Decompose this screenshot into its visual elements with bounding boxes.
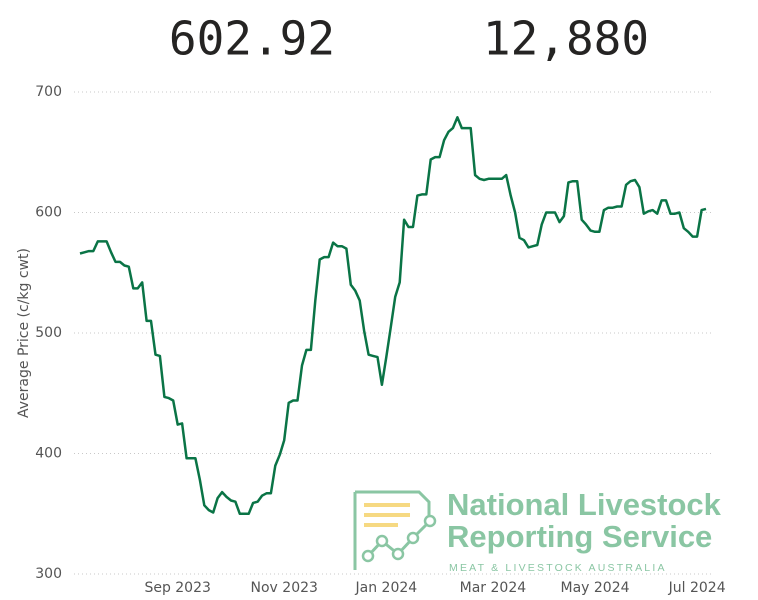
logo-icon (423, 514, 437, 528)
kpi-card: 602.92 (169, 12, 335, 66)
logo-icon (375, 534, 389, 548)
logo-icon (364, 503, 410, 507)
x-tick-label: Jan 2024 (355, 580, 418, 596)
y-axis-title: Average Price (c/kg cwt) (16, 248, 32, 418)
logo-text: National Livestock (447, 487, 722, 522)
x-tick-label: Mar 2024 (460, 580, 527, 596)
y-tick-label: 700 (35, 84, 62, 100)
logo-icon (406, 531, 420, 545)
y-tick-label: 400 (35, 446, 62, 462)
logo-icon (353, 490, 431, 570)
kpi-card: 12,880 (483, 12, 649, 66)
y-tick-label: 500 (35, 325, 62, 341)
x-tick-label: Jul 2024 (668, 580, 726, 596)
logo-icon (391, 547, 405, 561)
logo-icon (364, 513, 410, 517)
y-tick-label: 600 (35, 205, 62, 221)
plot-area: 300 400 500 600 700 Sep 2023 Nov 2023 Jan 2024 M… (35, 84, 725, 596)
x-tick-label: Sep 2023 (144, 580, 210, 596)
logo-icon (361, 549, 375, 563)
logo-tagline: MEAT & LIVESTOCK AUSTRALIA (449, 562, 667, 574)
y-tick-label: 300 (35, 566, 62, 582)
logo-text: Reporting Service (447, 519, 712, 554)
logo: National Livestock Reporting Service MEA… (353, 487, 722, 574)
price-line (79, 116, 707, 516)
logo-icon (364, 523, 398, 527)
x-tick-label: May 2024 (560, 580, 629, 596)
x-tick-label: Nov 2023 (251, 580, 318, 596)
